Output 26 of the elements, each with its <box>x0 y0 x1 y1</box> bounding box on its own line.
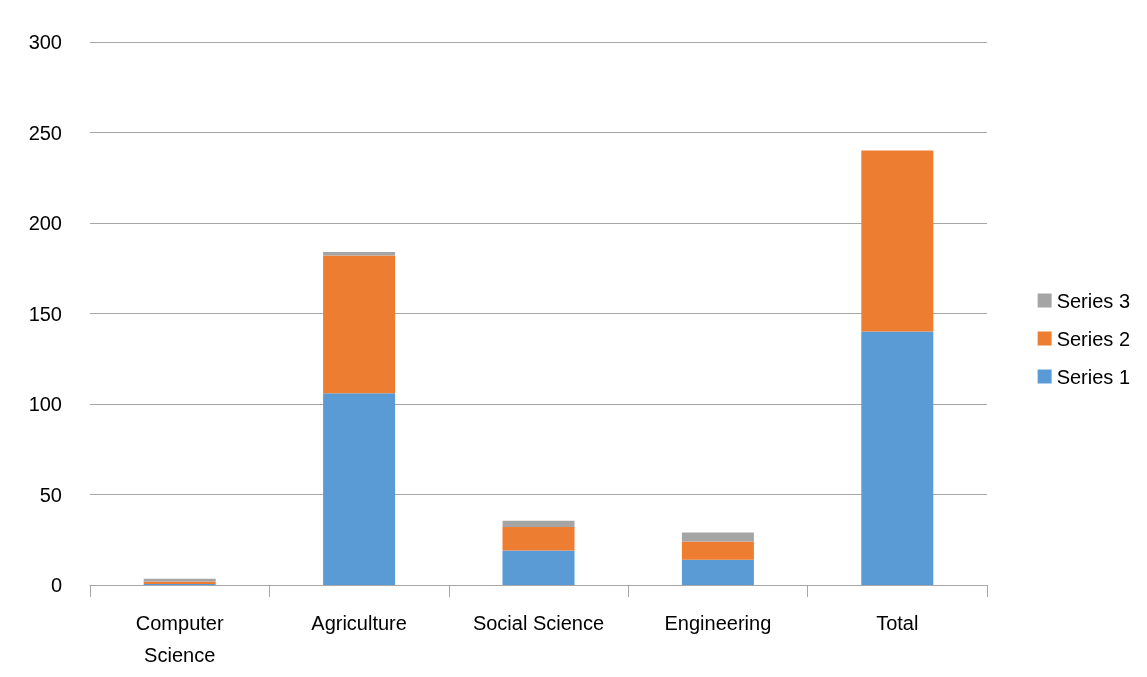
y-tick-label: 150 <box>28 302 62 325</box>
y-tick-label: 0 <box>50 574 62 596</box>
legend-label: Series 2 <box>1056 327 1131 350</box>
y-tick-label: 100 <box>28 393 62 415</box>
y-tick-label: 200 <box>28 212 62 234</box>
bar <box>502 550 575 585</box>
bar <box>861 331 934 585</box>
bar <box>323 255 396 394</box>
x-tick-label: Computer Science <box>135 612 224 666</box>
bar <box>681 532 754 542</box>
bar <box>502 527 575 551</box>
x-tick-label: Engineering <box>664 612 772 634</box>
bar <box>502 520 575 528</box>
y-tick-label: 300 <box>28 31 62 53</box>
bar <box>681 541 754 560</box>
bar <box>861 150 934 332</box>
bar <box>323 393 396 585</box>
x-tick-label: Social Science <box>472 612 605 634</box>
y-tick-label: 50 <box>39 483 62 506</box>
y-tick-label: 250 <box>28 121 62 144</box>
legend-label: Series 3 <box>1056 289 1131 312</box>
x-tick-label: Total <box>876 612 919 634</box>
x-tick-label: Agriculture <box>311 612 407 634</box>
bar <box>323 251 396 256</box>
bar <box>681 559 754 585</box>
legend-label: Series 1 <box>1056 365 1131 388</box>
